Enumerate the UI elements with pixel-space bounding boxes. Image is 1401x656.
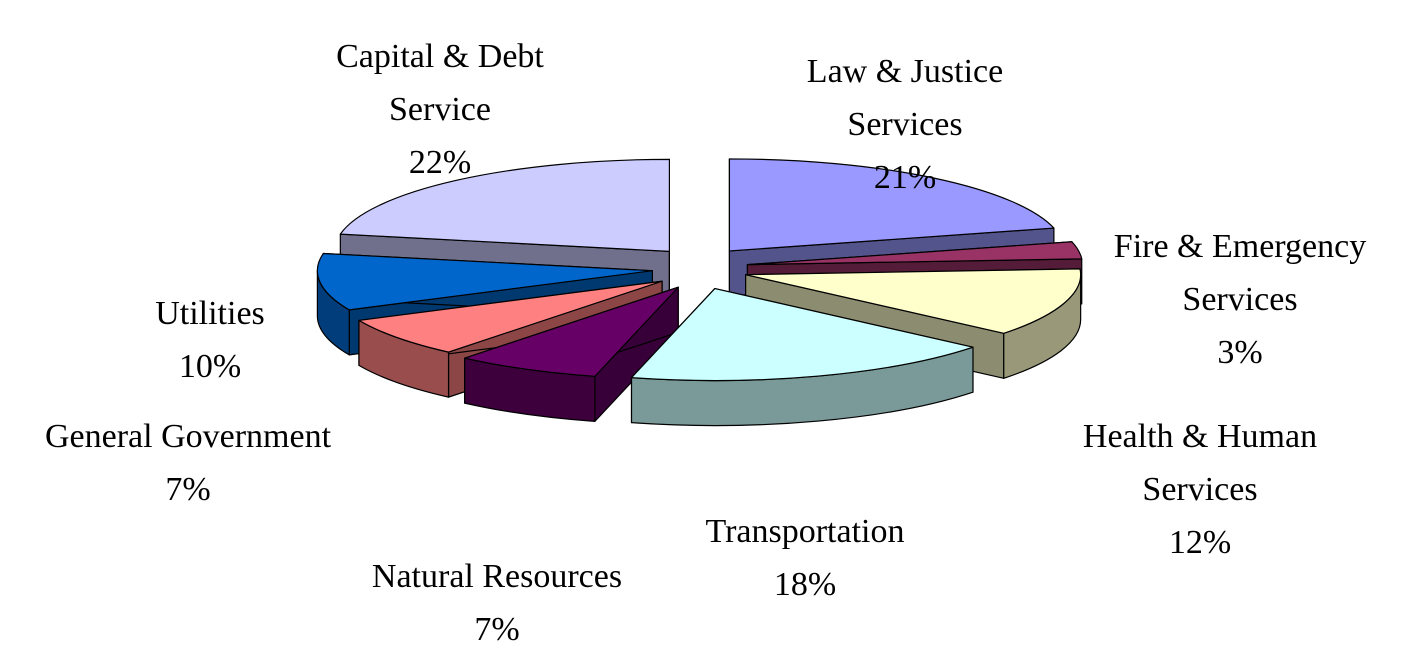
slice (339, 158, 671, 252)
slice (464, 286, 679, 377)
slice (745, 268, 1082, 334)
value-label: 7% (165, 471, 211, 508)
slice-label: Capital & Debt Service 22% (305, 30, 575, 189)
category-name: Health & Human Services (1082, 418, 1318, 508)
value-label: 22% (408, 144, 472, 181)
value-label: 12% (1168, 524, 1232, 561)
category-name: Utilities (155, 295, 265, 332)
value-label: 7% (474, 611, 520, 648)
category-name: General Government (44, 418, 332, 455)
category-name: Capital & Debt Service (336, 38, 544, 128)
category-name: Natural Resources (371, 558, 623, 595)
slice-label: Utilities 10% (110, 287, 310, 393)
slice-label: Transportation 18% (655, 505, 955, 611)
slice (316, 252, 653, 311)
slice (728, 158, 1055, 252)
value-label: 10% (178, 348, 242, 385)
slice-label: Law & Justice Services 21% (775, 45, 1035, 204)
category-name: Fire & Emergency Services (1113, 228, 1367, 318)
slice (358, 280, 663, 353)
slice-label: Fire & Emergency Services 3% (1085, 220, 1395, 379)
slice-label: Natural Resources 7% (317, 550, 677, 656)
category-name: Law & Justice Services (806, 53, 1004, 143)
category-name: Transportation (705, 513, 905, 550)
slice (746, 241, 1083, 266)
slice-label: General Government 7% (0, 410, 388, 516)
value-label: 18% (773, 566, 837, 603)
page: (() => { const data = JSON.parse(documen… (0, 30, 1395, 648)
slice-label: Health & Human Services 12% (1055, 410, 1345, 569)
chart (316, 158, 1083, 427)
value-label: 21% (873, 159, 937, 196)
value-label: 3% (1217, 334, 1263, 371)
slice (630, 287, 974, 382)
